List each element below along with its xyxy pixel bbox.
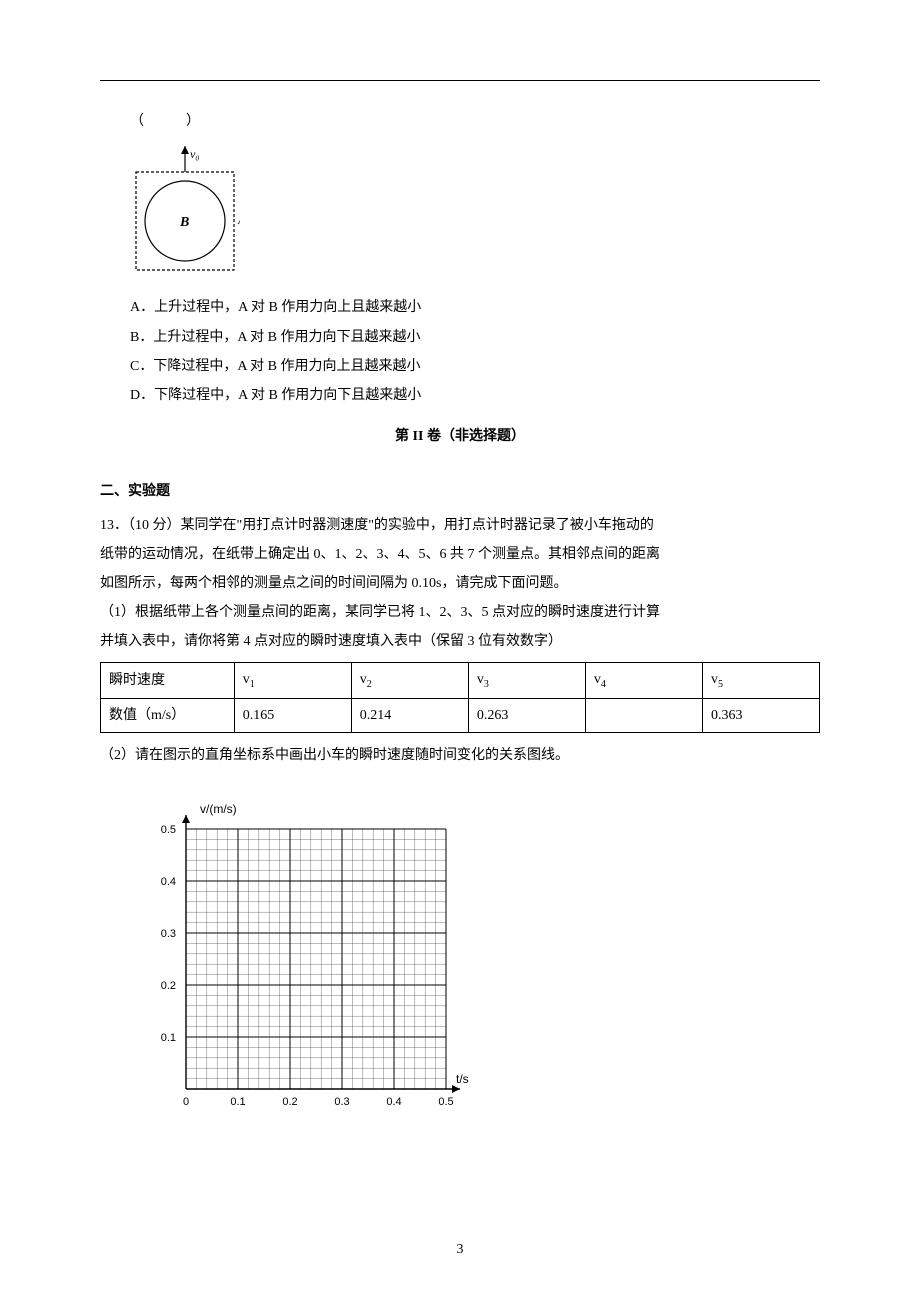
q13-stem-line-2: 纸带的运动情况，在纸带上确定出 0、1、2、3、4、5、6 共 7 个测量点。其… [100,542,820,567]
svg-text:A: A [237,213,240,227]
table-cell: 0.263 [468,699,585,733]
q13-stem-line-1: 13．（10 分）某同学在"用打点计时器测速度"的实验中，用打点计时器记录了被小… [100,513,820,538]
svg-text:0.4: 0.4 [161,876,176,888]
section2-heading: 二、实验题 [100,479,820,504]
svg-text:v₀: v₀ [190,147,200,161]
q12-option-d: D．下降过程中，A 对 B 作用力向下且越来越小 [130,383,820,408]
svg-text:0.2: 0.2 [161,980,176,992]
table-row: 数值（m/s）0.1650.2140.263 0.363 [101,699,820,733]
svg-text:0.1: 0.1 [230,1096,245,1108]
table-cell: v2 [351,663,468,699]
table-cell: v5 [702,663,819,699]
table-cell: v3 [468,663,585,699]
svg-text:0.3: 0.3 [334,1096,349,1108]
table-row: 瞬时速度v1v2v3v4v5 [101,663,820,699]
svg-text:0.2: 0.2 [282,1096,297,1108]
svg-text:0.4: 0.4 [386,1096,401,1108]
table-cell: 0.165 [234,699,351,733]
q12-option-a: A．上升过程中，A 对 B 作用力向上且越来越小 [130,295,820,320]
table-cell: v1 [234,663,351,699]
q13-stem-line-5: 并填入表中，请你将第 4 点对应的瞬时速度填入表中（保留 3 位有效数字） [100,629,820,654]
q12-answer-paren: （ ） [130,109,820,134]
svg-text:0.5: 0.5 [438,1096,453,1108]
q12-option-c: C．下降过程中，A 对 B 作用力向上且越来越小 [130,354,820,379]
svg-text:0: 0 [183,1096,189,1108]
section2-title: 第 II 卷（非选择题） [100,424,820,449]
q12-option-b: B．上升过程中，A 对 B 作用力向下且越来越小 [130,325,820,350]
table-cell: 0.363 [702,699,819,733]
page-number: 3 [0,1237,920,1262]
svg-text:t/s: t/s [456,1072,469,1086]
svg-text:B: B [179,215,189,230]
q13-stem-line-3: 如图所示，每两个相邻的测量点之间的时间间隔为 0.10s，请完成下面问题。 [100,571,820,596]
q13-chart: 0 0.1 0.2 0.3 0.4 0.5 0.1 0.2 0.3 0.4 0.5 v/(m/s) t/… [130,789,820,1128]
top-rule [100,80,820,81]
q13-stem-line-4: （1）根据纸带上各个测量点间的距离，某同学已将 1、2、3、5 点对应的瞬时速度… [100,600,820,625]
table-cell: 瞬时速度 [101,663,235,699]
svg-text:0.5: 0.5 [161,824,176,836]
svg-text:v/(m/s): v/(m/s) [200,802,237,816]
q13-sub2-text: （2）请在图示的直角坐标系中画出小车的瞬时速度随时间变化的关系图线。 [100,743,820,768]
svg-text:0.3: 0.3 [161,928,176,940]
table-cell: 0.214 [351,699,468,733]
table-cell [585,699,702,733]
q12-diagram: B Av₀ [130,144,820,283]
table-cell: v4 [585,663,702,699]
page: （ ） B Av₀ A．上升过程中，A 对 B 作用力向上且越来越小 B．上升过程… [0,0,920,1302]
q13-data-table: 瞬时速度v1v2v3v4v5数值（m/s）0.1650.2140.2630.36… [100,662,820,733]
table-cell: 数值（m/s） [101,699,235,733]
svg-text:0.1: 0.1 [161,1032,176,1044]
